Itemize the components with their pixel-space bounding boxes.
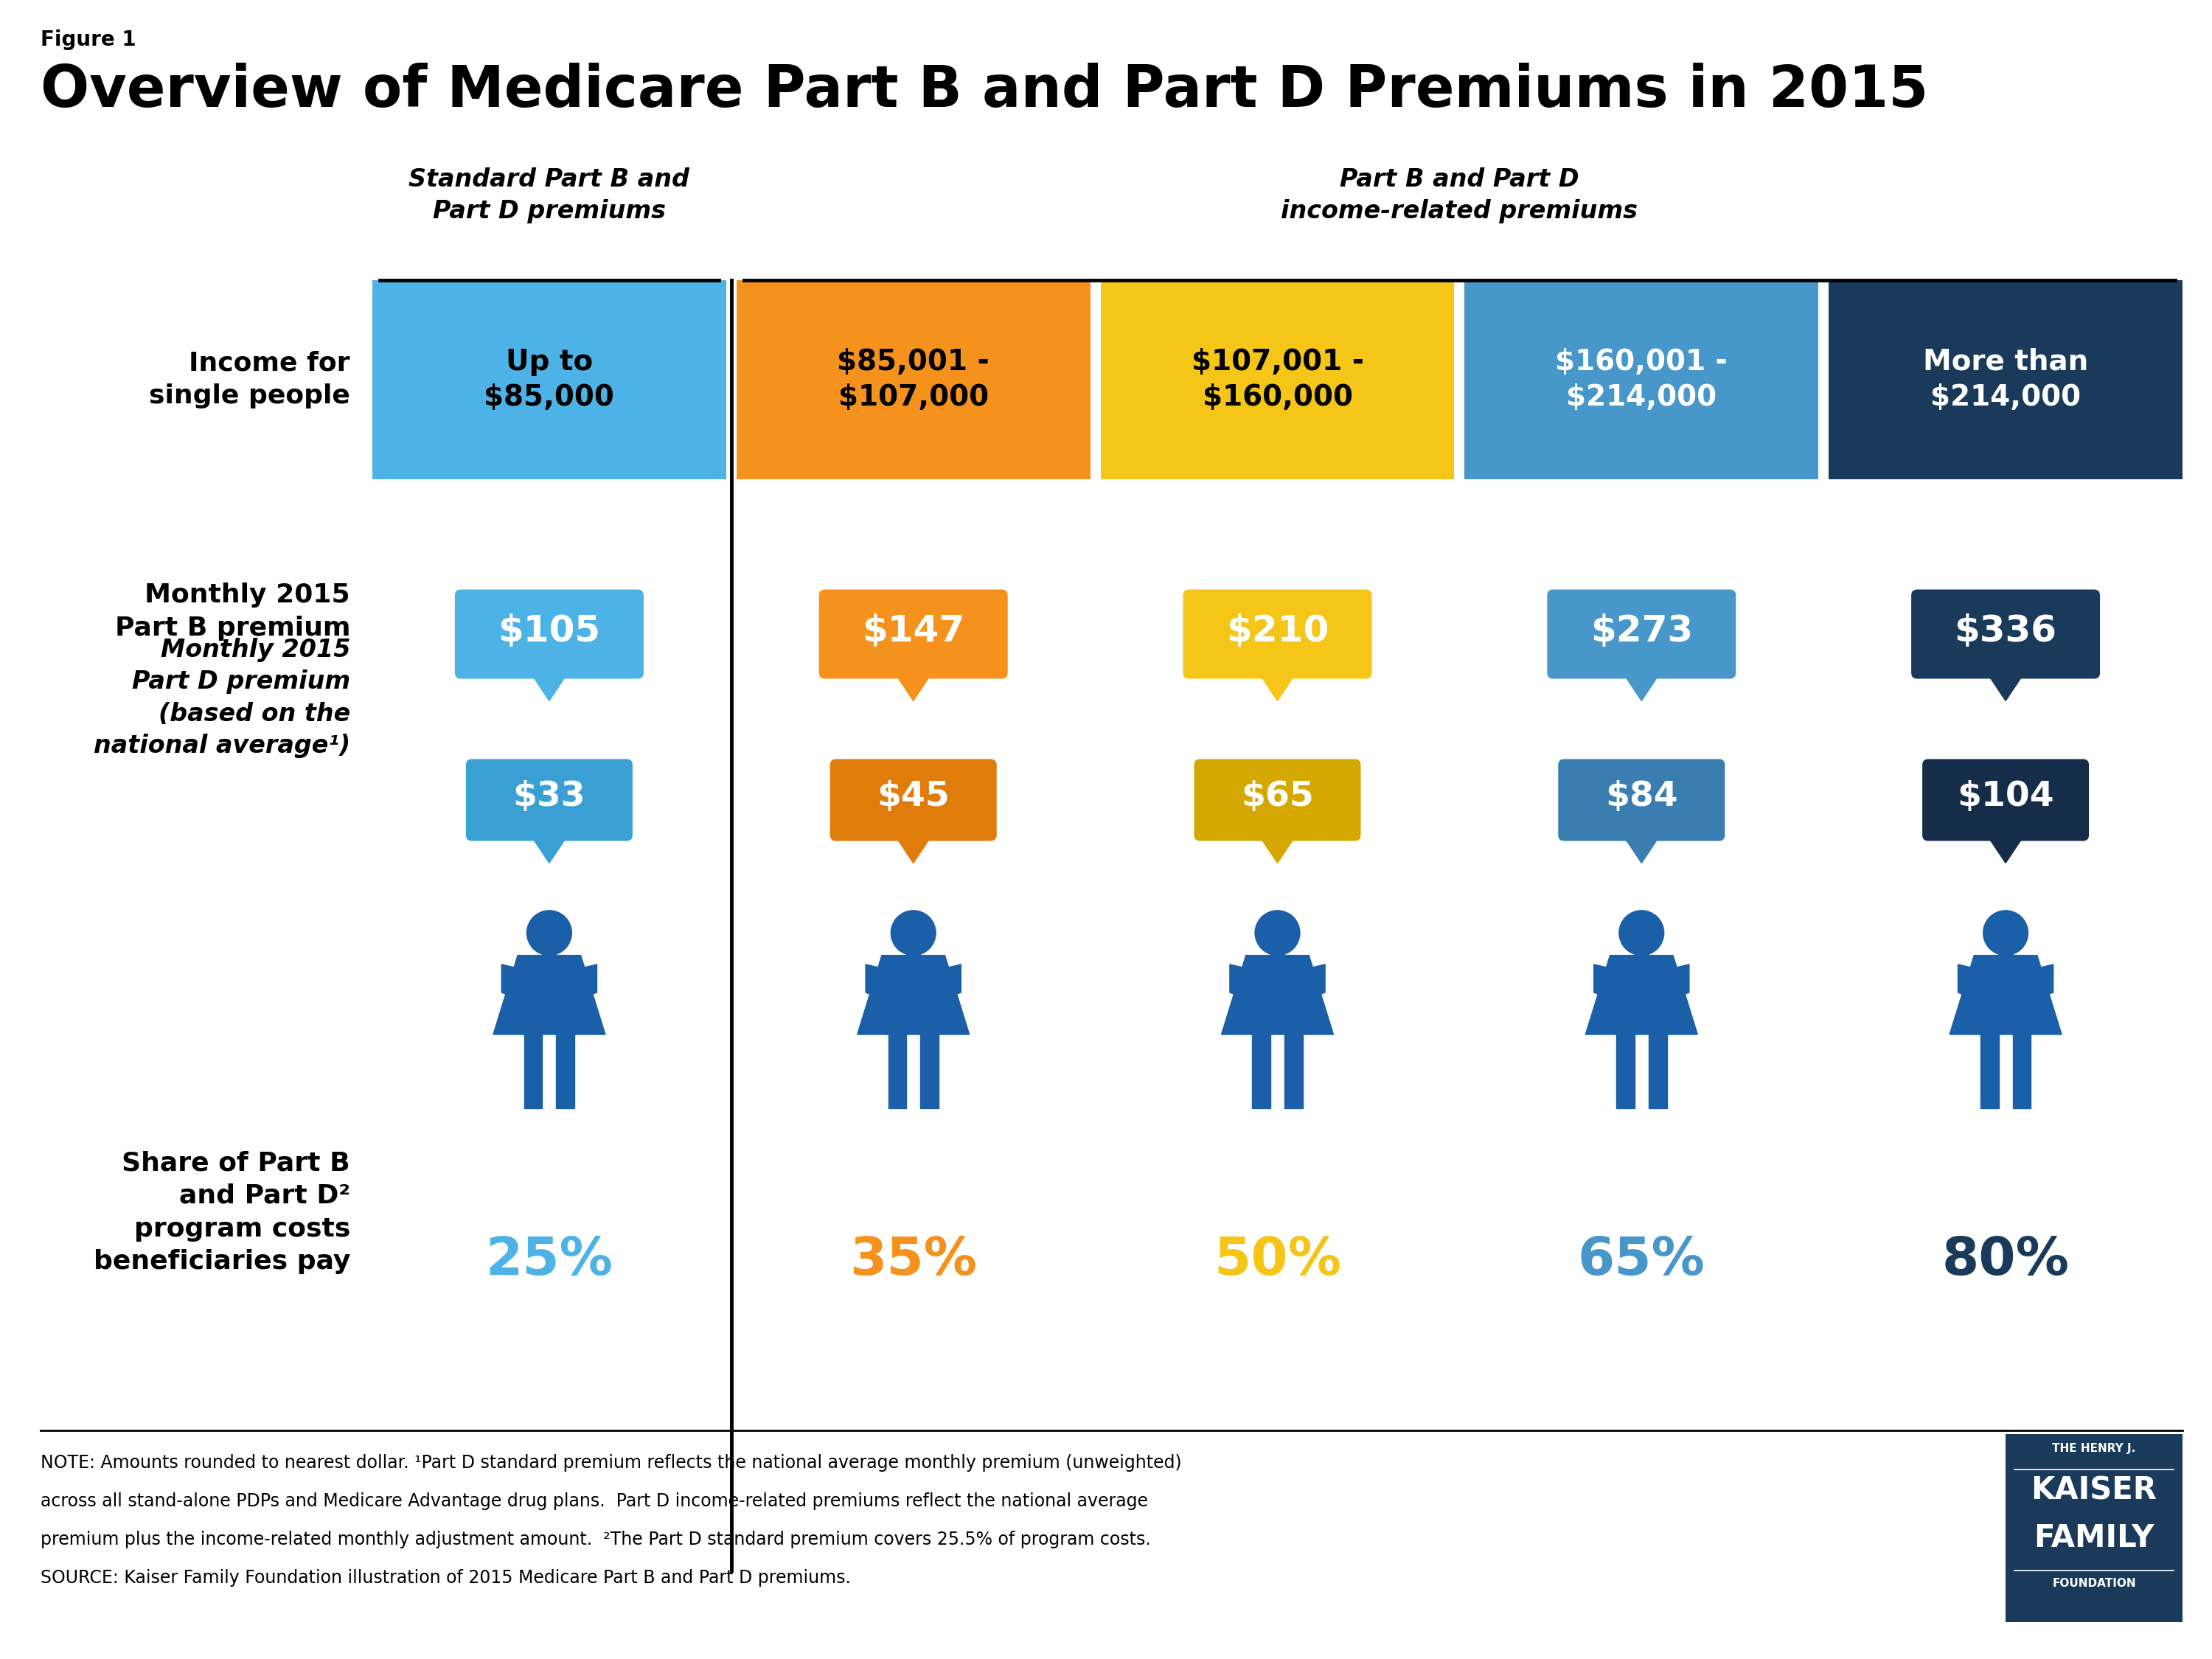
FancyBboxPatch shape	[1194, 760, 1360, 841]
Polygon shape	[942, 964, 960, 999]
Polygon shape	[1285, 1035, 1303, 1108]
Polygon shape	[1256, 833, 1298, 863]
Polygon shape	[1958, 964, 1975, 999]
FancyBboxPatch shape	[1557, 760, 1725, 841]
Text: $147: $147	[863, 614, 964, 649]
Text: Share of Part B
and Part D²
program costs
beneficiaries pay: Share of Part B and Part D² program cost…	[93, 1150, 349, 1274]
Polygon shape	[1595, 964, 1613, 999]
Text: Part B and Part D
income-related premiums: Part B and Part D income-related premium…	[1281, 168, 1637, 224]
FancyBboxPatch shape	[737, 280, 1091, 479]
Text: 50%: 50%	[1214, 1236, 1340, 1286]
Text: $85,001 -
$107,000: $85,001 - $107,000	[836, 348, 989, 411]
Text: Up to
$85,000: Up to $85,000	[484, 348, 615, 411]
Polygon shape	[542, 947, 555, 956]
Text: SOURCE: Kaiser Family Foundation illustration of 2015 Medicare Part B and Part D: SOURCE: Kaiser Family Foundation illustr…	[40, 1569, 852, 1586]
Polygon shape	[1256, 670, 1298, 700]
Polygon shape	[858, 956, 969, 1035]
Polygon shape	[580, 964, 597, 999]
Polygon shape	[1984, 670, 2026, 700]
Polygon shape	[1230, 964, 1248, 999]
Polygon shape	[1648, 1035, 1668, 1108]
Polygon shape	[1221, 956, 1334, 1035]
Text: $336: $336	[1955, 614, 2057, 649]
FancyBboxPatch shape	[1546, 589, 1736, 679]
Text: THE HENRY J.: THE HENRY J.	[2053, 1443, 2137, 1453]
Circle shape	[1984, 911, 2028, 956]
Polygon shape	[2013, 1035, 2031, 1108]
Text: $160,001 -
$214,000: $160,001 - $214,000	[1555, 348, 1728, 411]
FancyBboxPatch shape	[830, 760, 998, 841]
Polygon shape	[1621, 833, 1661, 863]
Text: Standard Part B and
Part D premiums: Standard Part B and Part D premiums	[409, 168, 690, 224]
Text: FOUNDATION: FOUNDATION	[2053, 1578, 2137, 1589]
Polygon shape	[524, 1035, 542, 1108]
Polygon shape	[894, 833, 933, 863]
FancyBboxPatch shape	[1829, 280, 2183, 479]
FancyBboxPatch shape	[818, 589, 1009, 679]
FancyBboxPatch shape	[1911, 589, 2099, 679]
Text: KAISER: KAISER	[2031, 1475, 2157, 1506]
Polygon shape	[1270, 947, 1285, 956]
Polygon shape	[502, 964, 520, 999]
Text: Monthly 2015
Part D premium
(based on the
national average¹): Monthly 2015 Part D premium (based on th…	[93, 637, 349, 758]
Polygon shape	[2000, 947, 2013, 956]
Text: $210: $210	[1225, 614, 1329, 649]
Polygon shape	[894, 670, 933, 700]
Text: 25%: 25%	[484, 1236, 613, 1286]
Polygon shape	[529, 833, 571, 863]
Circle shape	[1619, 911, 1663, 956]
Text: $65: $65	[1241, 780, 1314, 813]
Text: $45: $45	[876, 780, 949, 813]
Polygon shape	[555, 1035, 575, 1108]
Polygon shape	[920, 1035, 938, 1108]
FancyBboxPatch shape	[1922, 760, 2088, 841]
Polygon shape	[1252, 1035, 1270, 1108]
Polygon shape	[529, 670, 571, 700]
FancyBboxPatch shape	[1102, 280, 1453, 479]
Text: More than
$214,000: More than $214,000	[1922, 348, 2088, 411]
Text: 65%: 65%	[1577, 1236, 1705, 1286]
Text: $104: $104	[1958, 780, 2055, 813]
Polygon shape	[1949, 956, 2062, 1035]
FancyBboxPatch shape	[2006, 1433, 2183, 1623]
Polygon shape	[493, 956, 606, 1035]
Text: NOTE: Amounts rounded to nearest dollar. ¹Part D standard premium reflects the n: NOTE: Amounts rounded to nearest dollar.…	[40, 1453, 1181, 1472]
Text: across all stand-alone PDPs and Medicare Advantage drug plans.  Part D income-re: across all stand-alone PDPs and Medicare…	[40, 1493, 1148, 1510]
Polygon shape	[1617, 1035, 1635, 1108]
FancyBboxPatch shape	[1183, 589, 1371, 679]
FancyBboxPatch shape	[467, 760, 633, 841]
Polygon shape	[1984, 833, 2026, 863]
Polygon shape	[907, 947, 920, 956]
Polygon shape	[1621, 670, 1661, 700]
Text: $273: $273	[1590, 614, 1692, 649]
Circle shape	[526, 911, 571, 956]
Text: Overview of Medicare Part B and Part D Premiums in 2015: Overview of Medicare Part B and Part D P…	[40, 63, 1929, 119]
Polygon shape	[1980, 1035, 2000, 1108]
Circle shape	[891, 911, 936, 956]
Text: 80%: 80%	[1942, 1236, 2070, 1286]
FancyBboxPatch shape	[1464, 280, 1818, 479]
FancyBboxPatch shape	[372, 280, 726, 479]
Text: $33: $33	[513, 780, 586, 813]
Text: premium plus the income-related monthly adjustment amount.  ²The Part D standard: premium plus the income-related monthly …	[40, 1531, 1150, 1548]
Text: Monthly 2015
Part B premium: Monthly 2015 Part B premium	[115, 582, 349, 640]
Polygon shape	[2035, 964, 2053, 999]
Text: $84: $84	[1606, 780, 1679, 813]
FancyBboxPatch shape	[456, 589, 644, 679]
Text: $107,001 -
$160,000: $107,001 - $160,000	[1192, 348, 1363, 411]
Text: Income for
single people: Income for single people	[148, 350, 349, 408]
Text: FAMILY: FAMILY	[2033, 1523, 2154, 1553]
Text: 35%: 35%	[849, 1236, 978, 1286]
Text: Figure 1: Figure 1	[40, 30, 137, 50]
Polygon shape	[887, 1035, 907, 1108]
Circle shape	[1254, 911, 1301, 956]
Polygon shape	[865, 964, 885, 999]
Polygon shape	[1670, 964, 1690, 999]
Text: $105: $105	[498, 614, 599, 649]
Polygon shape	[1635, 947, 1648, 956]
Polygon shape	[1307, 964, 1325, 999]
Polygon shape	[1586, 956, 1697, 1035]
